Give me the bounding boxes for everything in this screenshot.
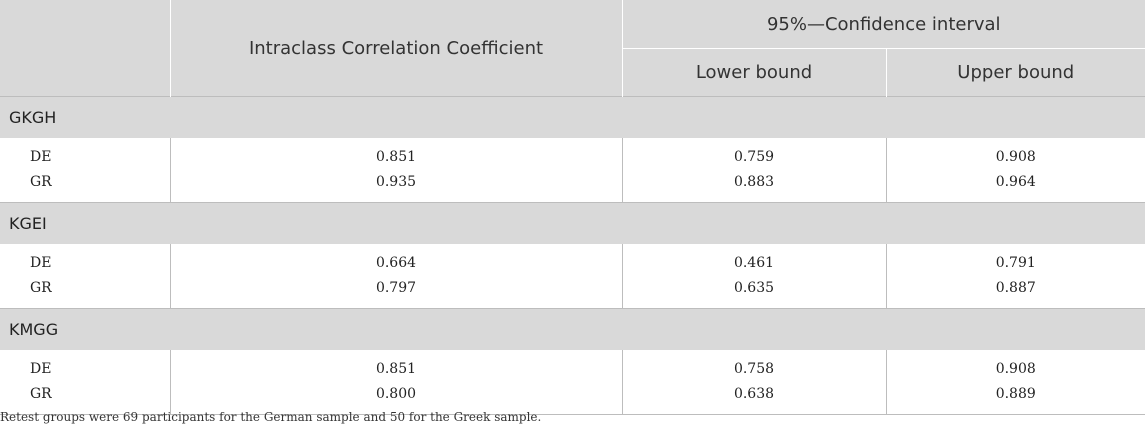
upper-bound-value: 0.887 [885, 275, 1145, 309]
lower-bound-value: 0.883 [621, 169, 886, 203]
group-label-gkgh: GKGH [0, 96, 1145, 138]
table-row: DE 0.851 0.758 0.908 [0, 350, 1145, 381]
lower-bound-value: 0.758 [621, 350, 886, 381]
table-footnote: Retest groups were 69 participants for t… [0, 410, 542, 424]
group-label-kgei: KGEI [0, 202, 1145, 244]
upper-bound-value: 0.889 [885, 381, 1145, 415]
upper-bound-value: 0.908 [885, 350, 1145, 381]
row-label: DE [30, 360, 52, 377]
row-label: GR [0, 381, 170, 415]
header-icc: Intraclass Correlation Coefficient [169, 0, 622, 97]
icc-value: 0.800 [169, 381, 622, 415]
row-label: GR [0, 169, 170, 203]
upper-bound-value: 0.908 [885, 138, 1145, 169]
table-row: DE 0.664 0.461 0.791 [0, 244, 1145, 275]
table-row: DE 0.851 0.759 0.908 [0, 138, 1145, 169]
table-header: Intraclass Correlation Coefficient 95%—C… [0, 0, 1145, 97]
lower-bound-value: 0.635 [621, 275, 886, 309]
table-row: GR 0.797 0.635 0.887 [0, 275, 1145, 309]
icc-table: Intraclass Correlation Coefficient 95%—C… [0, 0, 1145, 415]
row-label: GR [0, 275, 170, 309]
icc-value: 0.664 [169, 244, 622, 275]
lower-bound-value: 0.759 [621, 138, 886, 169]
upper-bound-value: 0.791 [885, 244, 1145, 275]
icc-table-container: Intraclass Correlation Coefficient 95%—C… [0, 0, 1145, 415]
lower-bound-value: 0.461 [621, 244, 886, 275]
lower-bound-value: 0.638 [621, 381, 886, 415]
header-upper-bound: Upper bound [885, 48, 1145, 97]
header-empty-cell [0, 0, 170, 97]
table-row: GR 0.935 0.883 0.964 [0, 169, 1145, 203]
icc-value: 0.851 [169, 138, 622, 169]
table-row: GR 0.800 0.638 0.889 [0, 381, 1145, 415]
upper-bound-value: 0.964 [885, 169, 1145, 203]
icc-value: 0.851 [169, 350, 622, 381]
row-label: DE [30, 148, 52, 165]
row-label: DE [30, 254, 52, 271]
table-body: GKGH DE 0.851 0.759 0.908 GR 0.935 0.883… [0, 96, 1145, 415]
header-lower-bound: Lower bound [621, 48, 886, 97]
icc-value: 0.797 [169, 275, 622, 309]
header-ci: 95%—Confidence interval [621, 0, 1145, 49]
group-label-kmgg: KMGG [0, 308, 1145, 350]
icc-value: 0.935 [169, 169, 622, 203]
